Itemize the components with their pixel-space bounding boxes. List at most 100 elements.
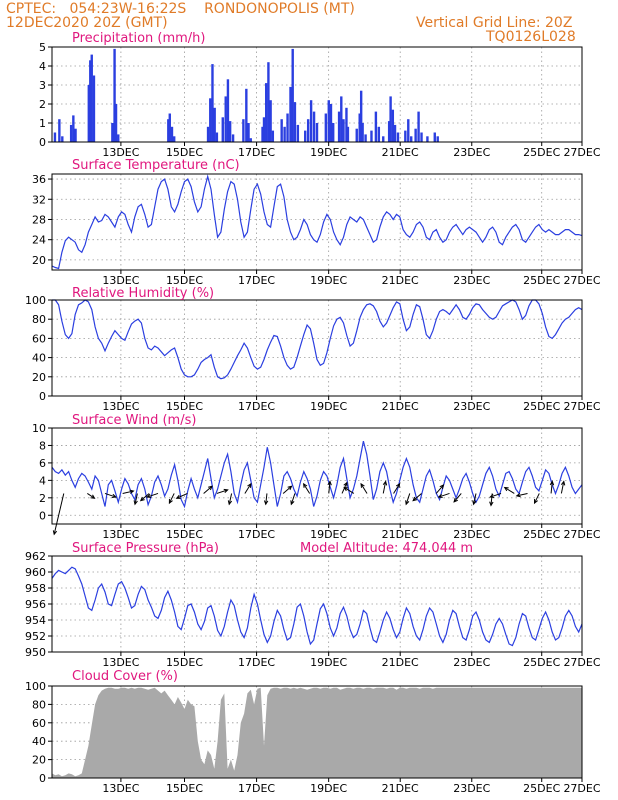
precip-bar <box>92 75 96 142</box>
wind-arrow <box>203 485 213 494</box>
y-tick-label: 950 <box>25 646 46 659</box>
wind-arrow <box>489 492 502 499</box>
precip-bar <box>346 126 350 142</box>
precip-bar <box>247 123 250 142</box>
precip-bar <box>114 104 118 142</box>
pressure-line <box>51 566 583 647</box>
x-tick-label: 21DEC <box>382 656 419 669</box>
x-tick-label: 15DEC <box>166 274 203 287</box>
cloud-panel <box>48 685 583 782</box>
wind-line <box>51 440 583 509</box>
precip-bar <box>393 124 397 142</box>
x-tick-label: 21DEC <box>382 782 419 795</box>
x-tick-label: 23DEC <box>453 656 490 669</box>
precip-bar <box>377 126 381 142</box>
x-tick-label: 23DEC <box>453 274 490 287</box>
model-altitude-label: Model Altitude: 474.044 m <box>300 541 473 556</box>
precip-bar <box>420 132 423 142</box>
y-tick-label: 20 <box>32 254 46 267</box>
precip-bar <box>374 111 378 142</box>
precip-bar <box>172 136 176 142</box>
precip-bar <box>359 90 363 142</box>
precip-bar <box>342 119 345 142</box>
rh-line <box>52 299 583 380</box>
cloud-title: Cloud Cover (%) <box>72 669 178 684</box>
y-tick-label: 40 <box>32 352 46 365</box>
y-tick-label: 952 <box>25 630 46 643</box>
wind-arrow <box>168 493 175 505</box>
precip-bar <box>211 64 214 142</box>
precip-bar <box>331 123 335 142</box>
precip-bar <box>396 132 400 142</box>
precip-bar <box>345 107 348 142</box>
precip-bar <box>117 134 120 142</box>
precip-bar <box>280 119 283 142</box>
precip-bar <box>370 130 373 142</box>
precip-bar <box>228 121 232 142</box>
rh-panel <box>48 299 583 400</box>
precip-title: Precipitation (mm/h) <box>72 31 205 46</box>
wind-arrow <box>503 486 515 494</box>
x-tick-label: 13DEC <box>102 782 139 795</box>
x-tick-label: 17DEC <box>238 782 275 795</box>
wind-panel <box>48 427 583 536</box>
x-tick-label: 27DEC <box>563 528 600 541</box>
precip-bar <box>58 119 61 142</box>
x-tick-label: 17DEC <box>238 274 275 287</box>
precip-panel <box>48 46 583 146</box>
y-tick-label: 962 <box>25 550 46 563</box>
precip-bar <box>417 111 420 142</box>
y-tick-label: 0 <box>39 390 46 403</box>
wind-arrow <box>175 492 188 499</box>
wind-arrow <box>360 482 368 494</box>
precip-frame <box>51 46 583 143</box>
x-tick-label: 17DEC <box>238 656 275 669</box>
x-tick-label: 19DEC <box>310 146 347 159</box>
wind-arrow <box>382 480 388 494</box>
precip-bar <box>304 130 307 142</box>
precip-bar <box>113 48 116 142</box>
precip-bar <box>414 128 417 142</box>
precip-bar <box>265 83 268 142</box>
precip-bar <box>249 138 252 142</box>
y-tick-label: 100 <box>25 680 46 693</box>
wind-arrow <box>472 493 477 506</box>
x-tick-label: 25DEC <box>523 782 560 795</box>
wind-title: Surface Wind (m/s) <box>72 413 196 428</box>
y-tick-label: 28 <box>32 213 46 226</box>
y-tick-label: 0 <box>39 509 46 522</box>
y-tick-label: 36 <box>32 173 46 186</box>
wind-arrow <box>549 480 555 494</box>
y-tick-label: 1 <box>39 117 46 130</box>
precip-bar <box>224 96 227 142</box>
precip-bar <box>391 109 395 142</box>
precip-bar <box>167 119 170 142</box>
precip-bar <box>53 132 57 142</box>
precip-bar <box>410 136 413 142</box>
wind-arrow <box>282 485 293 494</box>
wind-arrow <box>393 482 401 494</box>
wind-arrow <box>453 493 462 503</box>
y-tick-label: 32 <box>32 193 46 206</box>
wind-arrow <box>227 493 233 506</box>
wind-arrow <box>216 488 229 494</box>
precip-bar <box>72 115 75 142</box>
x-tick-label: 13DEC <box>102 274 139 287</box>
x-tick-label: 19DEC <box>310 656 347 669</box>
temp-panel <box>48 173 583 274</box>
y-tick-label: 6 <box>39 457 46 470</box>
wind-arrow <box>435 484 445 494</box>
y-tick-label: 8 <box>39 439 46 452</box>
precip-bar <box>87 85 91 142</box>
precip-bar <box>61 136 64 142</box>
precip-bar <box>170 126 174 142</box>
x-tick-label: 27DEC <box>563 656 600 669</box>
precip-bar <box>324 113 328 142</box>
wind-arrow <box>412 493 422 502</box>
precip-bar <box>209 98 212 142</box>
cloud-frame <box>51 685 583 779</box>
wind-arrow <box>133 493 138 506</box>
x-tick-label: 19DEC <box>310 782 347 795</box>
wind-arrow <box>139 493 150 502</box>
precip-bar <box>262 117 266 142</box>
